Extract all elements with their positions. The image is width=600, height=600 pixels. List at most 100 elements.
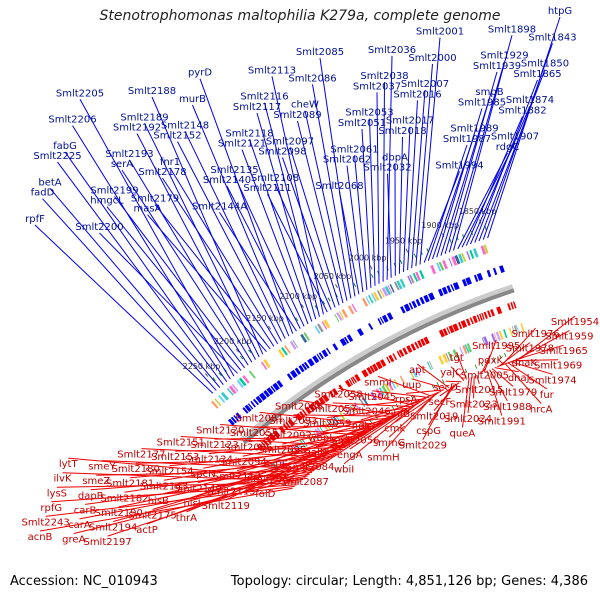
forward-rna-marker: [295, 317, 299, 322]
reverse-gene-label: uup: [402, 380, 421, 391]
reverse-gene-label: Smlt2112: [213, 472, 261, 483]
forward-gene-label: Smlt2199: [90, 185, 138, 196]
reverse-cds-arrow: [380, 359, 387, 367]
forward-gene-label: Smlt2118: [225, 128, 273, 139]
reverse-gene-label: queA: [450, 429, 476, 440]
reverse-label-leader: [39, 487, 293, 532]
forward-cog-block: [238, 377, 247, 387]
forward-cds-arrow: [242, 407, 249, 414]
reverse-label-leader: [377, 375, 432, 397]
forward-cog-block: [419, 269, 425, 280]
reverse-gene-label: Smlt2005: [461, 370, 509, 381]
forward-cds-arrow: [286, 373, 293, 381]
reverse-cog-block: [334, 414, 342, 423]
forward-cog-block: [407, 275, 413, 285]
forward-cog-block: [412, 272, 419, 282]
reverse-label-leader: [299, 399, 398, 416]
reverse-cog-block: [306, 435, 313, 443]
reverse-cds-arrow: [328, 390, 335, 398]
forward-cds-arrow: [270, 385, 276, 393]
forward-label-leader: [453, 35, 513, 251]
reverse-gene-label: Smlt2023: [449, 399, 497, 410]
reverse-cog-block: [390, 380, 397, 389]
forward-label-leader: [319, 58, 356, 297]
reverse-gene-label: hisI: [183, 498, 200, 509]
forward-cds-arrow: [247, 403, 254, 410]
reverse-cog-block: [361, 397, 369, 406]
forward-cog-block: [438, 261, 445, 271]
reverse-label-leader: [517, 330, 570, 360]
reverse-gene-label: Smlt2092: [264, 431, 312, 442]
forward-label-leader: [184, 131, 286, 339]
reverse-gene-label: Smlt2056: [331, 436, 379, 447]
forward-rna-marker: [327, 297, 331, 302]
reverse-gene-label: actP: [136, 525, 158, 536]
reverse-gene-label: Smlt2151: [157, 438, 205, 449]
reverse-label-leader: [406, 389, 444, 394]
forward-label-leader: [256, 112, 317, 320]
forward-cds-arrow: [499, 265, 505, 274]
forward-gene-label: Smlt2001: [416, 27, 464, 38]
forward-gene-label: Smlt2189: [120, 112, 168, 123]
reverse-gene-label: greA: [62, 535, 85, 546]
forward-label-leader: [461, 142, 516, 248]
forward-cog-block: [220, 391, 229, 401]
reverse-cog-block: [399, 375, 406, 385]
reverse-cds-arrow: [417, 340, 423, 348]
forward-cds-arrow: [227, 418, 235, 426]
forward-gene-label: Smlt2148: [161, 120, 209, 131]
reverse-label-leader: [411, 378, 447, 390]
forward-gene-label: Smlt2051: [338, 118, 386, 129]
forward-cds-arrow: [492, 267, 498, 276]
forward-label-leader: [304, 110, 348, 301]
reverse-label-leader: [494, 367, 519, 373]
forward-gene-label: Smlt2017: [386, 116, 434, 127]
forward-cds-arrow: [461, 278, 468, 287]
forward-gene-label: Smlt1850: [521, 59, 569, 70]
reverse-cog-block: [513, 325, 519, 335]
reverse-label-leader: [51, 484, 297, 503]
forward-label-leader: [79, 99, 235, 377]
reverse-gene-label: carB: [74, 505, 97, 516]
forward-label-leader: [34, 224, 214, 394]
forward-gene-label: Smlt2121: [218, 139, 266, 150]
forward-label-leader: [354, 155, 368, 290]
reverse-cds-arrow: [348, 378, 353, 386]
ruler-tick-label: 1950 kbp: [385, 236, 423, 245]
reverse-gene-label: Smlt2095: [258, 445, 306, 456]
forward-gene-label: Smlt2200: [75, 222, 123, 233]
reverse-label-leader: [90, 471, 313, 491]
reverse-cog-block: [353, 402, 361, 411]
forward-gene-label: Smlt2108: [251, 173, 299, 184]
forward-cds-arrow: [386, 312, 394, 321]
reverse-cog-block: [411, 368, 418, 378]
reverse-gene-label: wbpL: [308, 433, 335, 444]
reverse-cog-block: [508, 327, 514, 337]
ruler-tick-label: 2150 kbp: [246, 314, 284, 323]
forward-label-leader: [436, 108, 483, 258]
forward-label-leader: [482, 43, 553, 240]
reverse-gene-label: Smlt1991: [478, 417, 526, 428]
reverse-cds-arrow: [262, 439, 270, 447]
forward-cog-block: [236, 379, 244, 389]
forward-cds-arrow: [301, 363, 308, 371]
forward-label-leader: [99, 232, 238, 374]
forward-label-leader: [162, 177, 275, 347]
forward-gene-label: Smlt1987: [443, 134, 491, 145]
reverse-cds-arrow: [423, 336, 430, 345]
forward-cog-block: [396, 280, 403, 290]
reverse-cog-block: [438, 355, 445, 365]
reverse-gene-label: dapB: [78, 491, 104, 502]
forward-cds-arrow: [326, 347, 331, 355]
reverse-label-leader: [476, 374, 480, 384]
reverse-gene-label: Smlt2084: [286, 462, 334, 473]
reverse-label-leader: [489, 369, 508, 402]
forward-rna-marker: [399, 259, 403, 264]
forward-label-leader: [448, 61, 505, 253]
reverse-gene-label: Smlt2081: [235, 413, 283, 424]
forward-cds-arrow: [465, 277, 472, 286]
reverse-cds-arrow: [510, 302, 515, 310]
forward-cog-block: [409, 274, 415, 284]
